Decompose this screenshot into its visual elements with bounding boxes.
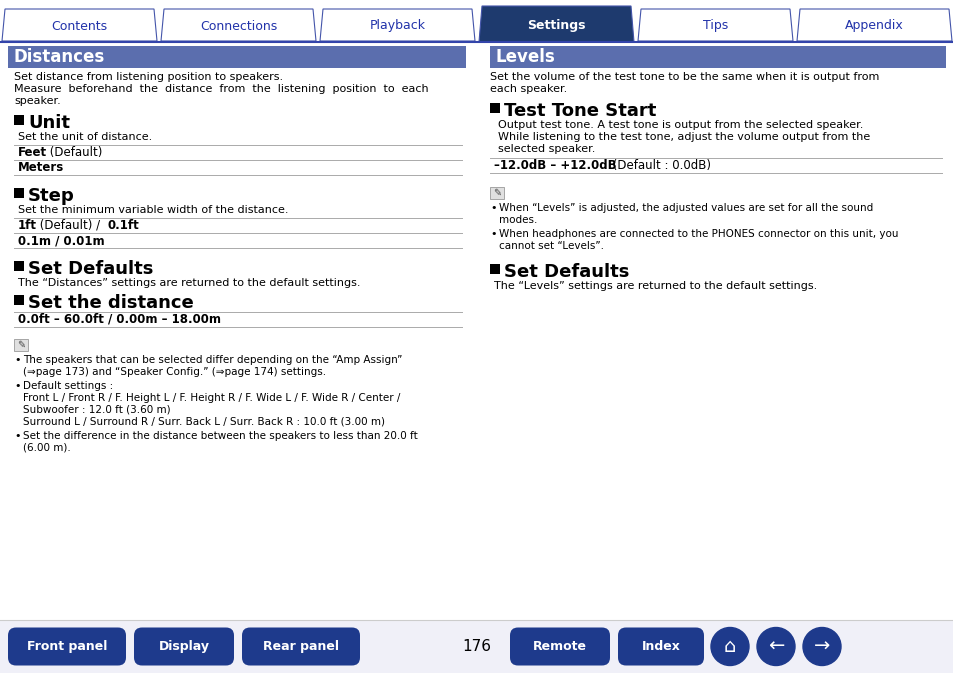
Text: Feet: Feet: [18, 146, 47, 159]
Bar: [14, 295, 24, 305]
Text: Measure  beforehand  the  distance  from  the  listening  position  to  each: Measure beforehand the distance from the…: [14, 84, 428, 94]
Text: (6.00 m).: (6.00 m).: [23, 443, 71, 453]
Bar: [14, 339, 28, 351]
Text: Tips: Tips: [702, 20, 727, 32]
Text: Display: Display: [158, 640, 210, 653]
Text: •: •: [490, 203, 496, 213]
Text: ←: ←: [767, 637, 783, 656]
Bar: [14, 188, 24, 198]
Text: modes.: modes.: [498, 215, 537, 225]
Text: •: •: [14, 381, 20, 391]
Polygon shape: [2, 9, 157, 41]
Text: Set the difference in the distance between the speakers to less than 20.0 ft: Set the difference in the distance betwe…: [23, 431, 417, 441]
Text: Set Defaults: Set Defaults: [28, 260, 153, 278]
Text: selected speaker.: selected speaker.: [497, 144, 595, 154]
Circle shape: [757, 627, 794, 666]
FancyBboxPatch shape: [8, 627, 126, 666]
Text: While listening to the test tone, adjust the volume output from the: While listening to the test tone, adjust…: [497, 132, 869, 142]
Text: 176: 176: [462, 639, 491, 654]
Text: 1ft: 1ft: [18, 219, 37, 232]
Polygon shape: [319, 9, 475, 41]
Text: Levels: Levels: [496, 48, 556, 66]
Text: Remote: Remote: [533, 640, 586, 653]
Polygon shape: [796, 9, 951, 41]
Text: Front panel: Front panel: [27, 640, 107, 653]
Text: When “Levels” is adjusted, the adjusted values are set for all the sound: When “Levels” is adjusted, the adjusted …: [498, 203, 872, 213]
Bar: [14, 115, 24, 125]
Text: Set the distance: Set the distance: [28, 294, 193, 312]
Text: Rear panel: Rear panel: [263, 640, 338, 653]
Text: Appendix: Appendix: [844, 20, 902, 32]
Text: Set the minimum variable width of the distance.: Set the minimum variable width of the di…: [18, 205, 288, 215]
Polygon shape: [478, 6, 634, 42]
Text: •: •: [490, 229, 496, 239]
Bar: [0, 620, 953, 673]
Text: Set distance from listening position to speakers.: Set distance from listening position to …: [14, 72, 283, 82]
Text: Distances: Distances: [14, 48, 105, 66]
Text: 0.0ft – 60.0ft / 0.00m – 18.00m: 0.0ft – 60.0ft / 0.00m – 18.00m: [18, 313, 221, 326]
Text: Set the volume of the test tone to be the same when it is output from: Set the volume of the test tone to be th…: [490, 72, 879, 82]
Text: Default settings :: Default settings :: [23, 381, 113, 391]
Text: The “Distances” settings are returned to the default settings.: The “Distances” settings are returned to…: [18, 278, 360, 288]
Text: •: •: [14, 355, 20, 365]
Bar: [8, 46, 465, 68]
Text: Playback: Playback: [369, 20, 425, 32]
FancyBboxPatch shape: [618, 627, 703, 666]
Text: ✎: ✎: [17, 340, 25, 350]
Bar: [490, 46, 945, 68]
Text: Meters: Meters: [18, 161, 64, 174]
FancyBboxPatch shape: [510, 627, 609, 666]
Text: The “Levels” settings are returned to the default settings.: The “Levels” settings are returned to th…: [494, 281, 817, 291]
Text: 0.1m / 0.01m: 0.1m / 0.01m: [18, 234, 105, 247]
Text: Settings: Settings: [527, 20, 585, 32]
Text: Front L / Front R / F. Height L / F. Height R / F. Wide L / F. Wide R / Center /: Front L / Front R / F. Height L / F. Hei…: [23, 393, 400, 403]
Text: Output test tone. A test tone is output from the selected speaker.: Output test tone. A test tone is output …: [497, 120, 862, 130]
Text: Step: Step: [28, 187, 74, 205]
Text: →: →: [813, 637, 829, 656]
Polygon shape: [638, 9, 792, 41]
Text: (⇒page 173) and “Speaker Config.” (⇒page 174) settings.: (⇒page 173) and “Speaker Config.” (⇒page…: [23, 367, 326, 377]
Text: –12.0dB – +12.0dB: –12.0dB – +12.0dB: [494, 159, 616, 172]
Text: Contents: Contents: [51, 20, 108, 32]
Text: each speaker.: each speaker.: [490, 84, 567, 94]
Text: Set the unit of distance.: Set the unit of distance.: [18, 132, 152, 142]
Text: Connections: Connections: [200, 20, 276, 32]
Text: When headphones are connected to the PHONES connector on this unit, you: When headphones are connected to the PHO…: [498, 229, 898, 239]
Text: ✎: ✎: [493, 188, 500, 198]
Text: Index: Index: [640, 640, 679, 653]
Text: (Default) /: (Default) /: [36, 219, 104, 232]
FancyBboxPatch shape: [133, 627, 233, 666]
FancyBboxPatch shape: [242, 627, 359, 666]
Text: The speakers that can be selected differ depending on the “Amp Assign”: The speakers that can be selected differ…: [23, 355, 402, 365]
Text: Unit: Unit: [28, 114, 70, 132]
Circle shape: [802, 627, 841, 666]
Bar: [490, 264, 499, 274]
Bar: [14, 261, 24, 271]
Text: 0.1ft: 0.1ft: [108, 219, 139, 232]
Text: Test Tone Start: Test Tone Start: [503, 102, 656, 120]
Text: •: •: [14, 431, 20, 441]
Text: Subwoofer : 12.0 ft (3.60 m): Subwoofer : 12.0 ft (3.60 m): [23, 405, 171, 415]
Text: (Default : 0.0dB): (Default : 0.0dB): [608, 159, 710, 172]
Bar: [490, 103, 499, 113]
Text: Set Defaults: Set Defaults: [503, 263, 629, 281]
Text: ⌂: ⌂: [723, 637, 736, 656]
Text: speaker.: speaker.: [14, 96, 61, 106]
Polygon shape: [161, 9, 315, 41]
Text: cannot set “Levels”.: cannot set “Levels”.: [498, 241, 603, 251]
Bar: [490, 187, 503, 199]
Text: Surround L / Surround R / Surr. Back L / Surr. Back R : 10.0 ft (3.00 m): Surround L / Surround R / Surr. Back L /…: [23, 417, 385, 427]
Text: (Default): (Default): [46, 146, 102, 159]
Circle shape: [710, 627, 748, 666]
